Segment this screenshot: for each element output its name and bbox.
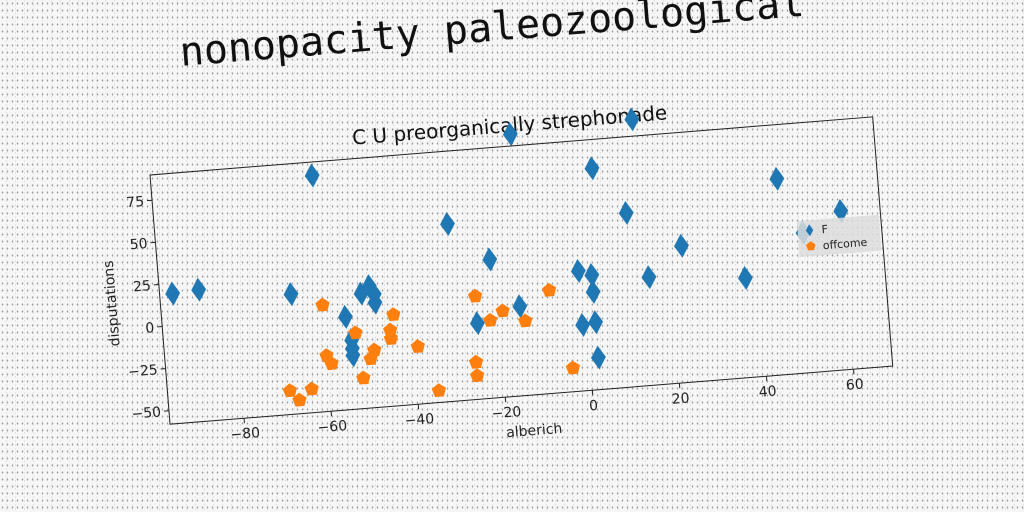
y-tick-label: 25 <box>132 278 151 295</box>
series-f-point <box>737 265 753 290</box>
series-f-point <box>191 277 207 302</box>
legend-marker <box>805 241 816 251</box>
legend-label: F <box>821 223 828 236</box>
y-axis-label: disputations <box>101 260 124 347</box>
series-f-point <box>585 279 601 304</box>
series-f-point <box>283 282 299 307</box>
x-axis: −80 −60 −40 −20 0 20 40 60 <box>230 369 864 443</box>
series-f-point <box>570 259 586 283</box>
series-f-point <box>618 200 634 225</box>
series-f-point <box>469 311 485 336</box>
series-offcome-point <box>304 381 319 396</box>
x-tick-label: −20 <box>491 404 522 422</box>
series-offcome-point <box>467 288 483 303</box>
x-tick-label: 20 <box>671 390 690 407</box>
series-f-point <box>440 211 455 236</box>
series-offcome-point <box>348 325 363 340</box>
series-offcome-point <box>383 322 398 337</box>
plot-area: C U preorganically strephonade −80 −60 −40… <box>101 100 894 443</box>
x-tick-label: −60 <box>317 418 348 436</box>
series-offcome-point <box>367 342 382 357</box>
legend-label: offcome <box>822 236 868 253</box>
x-tick-label: 40 <box>758 383 777 400</box>
series-offcome-point <box>324 356 339 371</box>
x-tick-label: −40 <box>404 411 435 429</box>
plot-frame <box>149 116 894 425</box>
x-tick-label: 0 <box>589 398 599 415</box>
series-offcome-point <box>495 303 510 318</box>
series-offcome-point <box>356 370 371 385</box>
series-f-point <box>367 290 383 315</box>
series-f-point <box>338 304 353 329</box>
series-offcome-point <box>483 312 498 327</box>
series-f-point <box>502 122 518 147</box>
series-f-point <box>591 345 606 370</box>
series-offcome-point <box>565 360 580 375</box>
series-f-point <box>353 281 369 306</box>
series-f-point <box>588 310 604 335</box>
x-tick-label: 60 <box>845 376 864 393</box>
legend-box <box>796 214 882 258</box>
series-f-point <box>584 156 600 181</box>
series-offcome-point <box>518 313 533 328</box>
series-offcome-point <box>541 282 557 297</box>
series-f-point <box>165 281 181 306</box>
y-tick-label: −25 <box>128 362 159 380</box>
series-f-point <box>482 247 498 272</box>
series-offcome-point <box>282 383 297 398</box>
series-offcome-point <box>410 339 425 354</box>
series-f-point <box>674 233 689 258</box>
y-axis: −50 −25 0 25 50 75 <box>126 194 170 423</box>
x-axis-label: alberich <box>506 421 563 441</box>
series-f-point <box>304 163 320 188</box>
series-f-point <box>833 198 849 223</box>
series-offcome-point <box>315 297 330 312</box>
series-f-point <box>575 312 591 337</box>
series-f-point <box>641 265 657 290</box>
series-f-point <box>769 166 785 191</box>
series-offcome-point <box>468 354 484 369</box>
series-f-point <box>512 294 528 319</box>
series-offcome-point <box>431 383 446 398</box>
data-marks <box>165 107 849 407</box>
legend-marker <box>805 224 814 237</box>
y-tick-label: 50 <box>129 236 148 253</box>
x-tick-label: −80 <box>230 425 261 443</box>
y-tick-label: 0 <box>145 320 155 337</box>
series-f-point <box>584 263 600 287</box>
series-offcome-point <box>292 392 307 407</box>
series-f-point <box>345 343 361 368</box>
series-offcome-point <box>469 368 485 383</box>
series-f-point <box>624 107 640 132</box>
y-tick-label: −50 <box>131 404 162 422</box>
y-tick-label: 75 <box>126 194 145 211</box>
series-offcome-point <box>386 307 401 322</box>
